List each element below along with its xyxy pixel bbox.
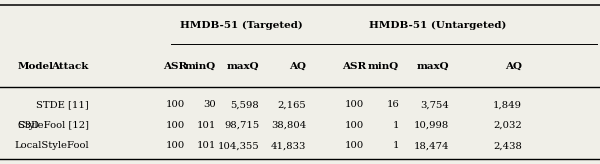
Text: 5,598: 5,598	[230, 101, 259, 109]
Text: 101: 101	[197, 121, 216, 130]
Text: 3,754: 3,754	[420, 101, 449, 109]
Text: 30: 30	[203, 101, 216, 109]
Text: LocalStyleFool: LocalStyleFool	[14, 142, 89, 150]
Text: ASR: ASR	[342, 62, 366, 71]
Text: 1: 1	[392, 142, 399, 150]
Text: ASR: ASR	[163, 62, 187, 71]
Text: 104,355: 104,355	[217, 142, 259, 150]
Text: 1: 1	[392, 121, 399, 130]
Text: maxQ: maxQ	[416, 62, 449, 71]
Text: HMDB-51 (Targeted): HMDB-51 (Targeted)	[181, 21, 303, 30]
Text: STDE [11]: STDE [11]	[36, 101, 89, 109]
Text: 100: 100	[344, 101, 364, 109]
Text: 100: 100	[344, 142, 364, 150]
Text: 41,833: 41,833	[271, 142, 306, 150]
Text: Attack: Attack	[52, 62, 89, 71]
Text: 16: 16	[386, 101, 399, 109]
Text: 100: 100	[166, 121, 185, 130]
Text: 2,032: 2,032	[493, 121, 522, 130]
Text: 100: 100	[344, 121, 364, 130]
Text: 100: 100	[166, 101, 185, 109]
Text: HMDB-51 (Untargeted): HMDB-51 (Untargeted)	[370, 21, 506, 30]
Text: 38,804: 38,804	[271, 121, 306, 130]
Text: minQ: minQ	[368, 62, 399, 71]
Text: AQ: AQ	[505, 62, 522, 71]
Text: AQ: AQ	[289, 62, 306, 71]
Text: 10,998: 10,998	[413, 121, 449, 130]
Text: StyleFool [12]: StyleFool [12]	[18, 121, 89, 130]
Text: 18,474: 18,474	[413, 142, 449, 150]
Text: 2,438: 2,438	[493, 142, 522, 150]
Text: minQ: minQ	[185, 62, 216, 71]
Text: 100: 100	[166, 142, 185, 150]
Text: 101: 101	[197, 142, 216, 150]
Text: Model: Model	[18, 62, 54, 71]
Text: C3D: C3D	[18, 121, 40, 130]
Text: 98,715: 98,715	[224, 121, 259, 130]
Text: 1,849: 1,849	[493, 101, 522, 109]
Text: 2,165: 2,165	[277, 101, 306, 109]
Text: maxQ: maxQ	[227, 62, 259, 71]
